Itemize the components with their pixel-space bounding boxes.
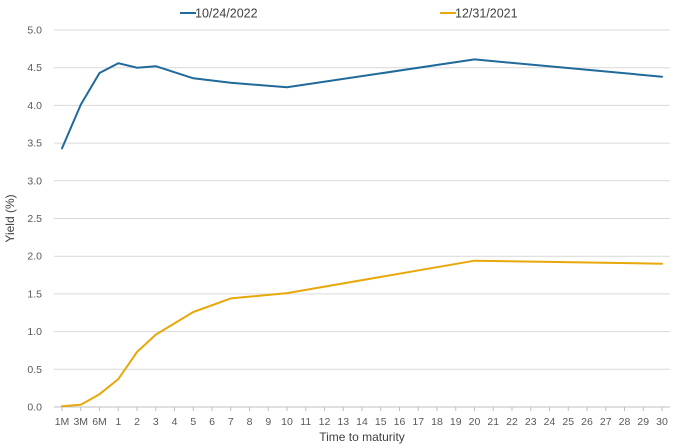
y-tick-label: 4.0 [27,100,42,112]
x-tick-label: 20 [469,416,481,428]
x-tick-label: 16 [394,416,406,428]
x-tick-label: 13 [337,416,349,428]
x-tick-label: 19 [450,416,462,428]
x-tick-label: 15 [375,416,387,428]
y-tick-label: 4.5 [27,62,42,74]
x-tick-label: 23 [525,416,537,428]
x-tick-label: 1 [115,416,121,428]
y-tick-label: 0.5 [27,364,42,376]
x-tick-label: 28 [619,416,631,428]
y-tick-label: 1.5 [27,288,42,300]
x-tick-label: 30 [656,416,668,428]
legend-label-0: 10/24/2022 [195,7,258,21]
x-tick-label: 24 [544,416,556,428]
x-tick-label: 27 [600,416,612,428]
legend-label-1: 12/31/2021 [455,7,518,21]
y-axis-ticks: 0.0 0.5 1.0 1.5 2.0 2.5 3.0 3.5 4.0 4.5 5.0 [27,25,42,414]
x-tick-label: 2 [134,416,140,428]
y-tick-label: 3.0 [27,175,42,187]
y-axis-title: Yield (%) [3,194,17,242]
x-tick-label: 26 [581,416,593,428]
x-tick-label: 9 [265,416,271,428]
x-tick-label: 5 [190,416,196,428]
x-tick-label: 18 [431,416,443,428]
y-tick-label: 5.0 [27,25,42,37]
y-tick-label: 0.0 [27,402,42,414]
x-tick-label: 4 [172,416,178,428]
y-tick-label: 3.5 [27,138,42,150]
series-line-0 [61,58,663,150]
series-lines [61,58,663,408]
x-tick-label: 3 [153,416,159,428]
x-axis-title: Time to maturity [319,430,405,444]
x-tick-label: 10 [281,416,293,428]
x-tick-label: 6 [209,416,215,428]
y-tick-label: 1.0 [27,326,42,338]
x-tick-label: 29 [637,416,649,428]
x-tick-label: 22 [506,416,518,428]
x-tick-label: 17 [412,416,424,428]
x-tick-label: 11 [300,416,311,428]
x-tick-label: 3M [73,416,88,428]
x-tick-label: 8 [247,416,253,428]
x-tick-label: 1M [55,416,70,428]
x-tick-label: 21 [487,416,499,428]
legend: 10/24/2022 12/31/2021 [180,7,518,21]
series-line-1 [61,259,663,408]
x-tick-label: 14 [356,416,368,428]
y-tick-label: 2.0 [27,251,42,263]
x-tick-label: 6M [92,416,107,428]
y-tick-label: 2.5 [27,213,42,225]
x-tick-label: 25 [562,416,574,428]
x-tick-label: 12 [319,416,331,428]
x-tick-label: 7 [228,416,234,428]
x-axis-ticks: 1M 3M 6M 1 2 3 4 5 6 7 8 9 10 11 12 13 14 15 16 17 18 19 20 21 2… [55,407,668,428]
gridlines [54,29,670,370]
